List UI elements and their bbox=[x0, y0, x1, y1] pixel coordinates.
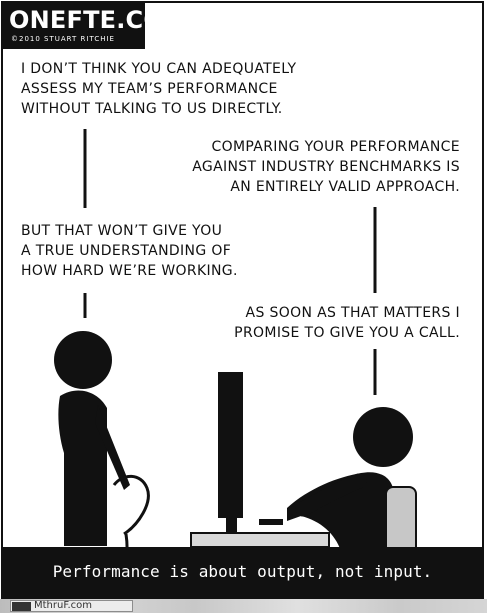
dialogue-line: AGAINST INDUSTRY BENCHMARKS IS bbox=[192, 159, 460, 175]
employee-head bbox=[54, 331, 112, 389]
manager-body bbox=[287, 472, 395, 551]
logo-title: ONEFTE.COM bbox=[9, 6, 189, 34]
dialogue-line: ASSESS MY TEAM’S PERFORMANCE bbox=[21, 81, 278, 97]
computer-workstation bbox=[190, 372, 330, 548]
manager-head bbox=[353, 407, 413, 467]
computer-monitor bbox=[218, 372, 243, 518]
manager-dialogue-1: COMPARING YOUR PERFORMANCE AGAINST INDUS… bbox=[192, 137, 460, 197]
dialogue-line: HOW HARD WE’RE WORKING. bbox=[21, 263, 238, 279]
dialogue-line: I DON’T THINK YOU CAN ADEQUATELY bbox=[21, 61, 297, 77]
dialogue-line: PROMISE TO GIVE YOU A CALL. bbox=[234, 325, 460, 341]
comic-caption: Performance is about output, not input. bbox=[3, 547, 482, 597]
dialogue-line: BUT THAT WON’T GIVE YOU bbox=[21, 223, 223, 239]
dialogue-line: WITHOUT TALKING TO US DIRECTLY. bbox=[21, 101, 283, 117]
watermark-strip: MthruF.com bbox=[0, 599, 487, 613]
logo-copyright: ©2010 STUART RITCHIE bbox=[11, 35, 115, 43]
dialogue-line: AS SOON AS THAT MATTERS I bbox=[245, 305, 460, 321]
employee-arm bbox=[95, 405, 130, 490]
comic-panel: ONEFTE.COM ©2010 STUART RITCHIE I DON’T … bbox=[1, 1, 484, 599]
desk-surface bbox=[190, 532, 330, 548]
manager-dialogue-2: AS SOON AS THAT MATTERS I PROMISE TO GIV… bbox=[234, 303, 460, 343]
site-logo: ONEFTE.COM ©2010 STUART RITCHIE bbox=[3, 3, 188, 49]
manager-arm bbox=[295, 473, 367, 517]
caption-text: Performance is about output, not input. bbox=[52, 562, 433, 581]
watermark-logo-icon bbox=[12, 602, 31, 611]
employee-hand-outline bbox=[112, 474, 150, 536]
comic-artwork bbox=[54, 129, 417, 569]
watermark-badge: MthruF.com bbox=[10, 600, 133, 612]
dialogue-line: AN ENTIRELY VALID APPROACH. bbox=[230, 179, 460, 195]
standing-employee bbox=[54, 331, 150, 569]
keyboard bbox=[259, 519, 283, 525]
watermark-text: MthruF.com bbox=[34, 600, 93, 611]
employee-dialogue-2: BUT THAT WON’T GIVE YOU A TRUE UNDERSTAN… bbox=[21, 221, 238, 281]
employee-dialogue-1: I DON’T THINK YOU CAN ADEQUATELY ASSESS … bbox=[21, 59, 296, 119]
monitor-stand bbox=[226, 518, 237, 535]
employee-body bbox=[58, 390, 107, 546]
dialogue-line: A TRUE UNDERSTANDING OF bbox=[21, 243, 232, 259]
dialogue-line: COMPARING YOUR PERFORMANCE bbox=[211, 139, 460, 155]
office-chair-back bbox=[385, 486, 417, 555]
seated-manager bbox=[287, 407, 417, 555]
